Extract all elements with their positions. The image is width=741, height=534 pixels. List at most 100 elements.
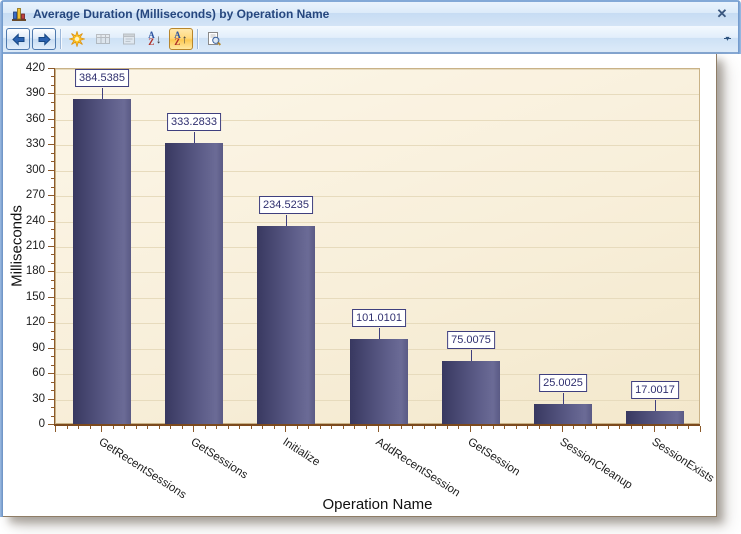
y-axis-tick: [51, 110, 54, 111]
x-axis-tick: [550, 426, 551, 429]
x-axis-tick: [354, 426, 355, 429]
x-category-label: SessionExists: [649, 436, 717, 486]
y-axis-tick: [51, 153, 54, 154]
y-axis-tick: [51, 76, 54, 77]
y-axis-tick: [48, 322, 54, 323]
y-axis-tick: [48, 93, 54, 94]
y-axis-tick: [48, 399, 54, 400]
y-axis-tick: [51, 382, 54, 383]
y-axis-tick-label: 90: [32, 342, 45, 354]
y-axis-tick: [51, 314, 54, 315]
y-axis-tick-label: 120: [25, 316, 45, 328]
y-gridline: [56, 272, 699, 273]
y-axis-tick-label: 360: [25, 113, 45, 125]
plot-area: 384.5385 333.2833 234.5235 101.0101 75.0075 2…: [55, 68, 700, 425]
y-axis-tick: [51, 263, 54, 264]
x-axis-tick: [101, 426, 102, 432]
y-axis-tick: [48, 144, 54, 145]
close-button[interactable]: ✕: [716, 6, 728, 21]
x-axis-tick: [573, 426, 574, 429]
y-axis-tick: [51, 305, 54, 306]
window-border-right: [738, 0, 741, 54]
y-gridline: [56, 222, 699, 223]
bar: [73, 99, 131, 425]
y-gridline: [56, 94, 699, 95]
y-gridline: [56, 171, 699, 172]
x-axis-tick: [297, 426, 298, 429]
forward-icon: [36, 31, 53, 48]
y-axis-tick: [51, 178, 54, 179]
y-axis-tick: [48, 246, 54, 247]
y-axis-tick-label: 60: [32, 367, 45, 379]
bar: [350, 339, 408, 425]
forward-button[interactable]: [32, 28, 56, 50]
y-axis-tick-label: 240: [25, 215, 45, 227]
y-axis-tick: [51, 339, 54, 340]
x-axis-tick: [159, 426, 160, 429]
x-axis-tick: [55, 426, 56, 432]
x-axis-tick: [182, 426, 183, 429]
y-axis-tick: [48, 373, 54, 374]
back-icon: [10, 31, 27, 48]
y-axis-tick: [48, 348, 54, 349]
y-axis-tick-label: 150: [25, 291, 45, 303]
y-axis-tick: [51, 390, 54, 391]
x-category-label: Initialize: [280, 436, 322, 469]
y-axis-tick: [51, 85, 54, 86]
x-axis-tick: [596, 426, 597, 429]
y-axis-tick: [51, 229, 54, 230]
bar-value-label: 75.0075: [447, 331, 495, 349]
back-button[interactable]: [6, 28, 30, 50]
y-axis-tick: [51, 102, 54, 103]
print-preview-button[interactable]: [202, 28, 226, 50]
y-axis-tick: [51, 288, 54, 289]
x-axis-tick: [631, 426, 632, 429]
x-axis-tick: [136, 426, 137, 429]
x-axis-tick: [205, 426, 206, 429]
y-axis-tick: [48, 68, 54, 69]
x-axis-tick: [262, 426, 263, 429]
y-gridline: [56, 69, 699, 70]
sort-descending-icon: A Z ↓: [148, 30, 162, 47]
window-border-left: [0, 0, 3, 517]
properties-button: [117, 28, 141, 50]
x-axis-tick: [320, 426, 321, 429]
bar-value-callout: [379, 328, 380, 339]
sort-descending-button[interactable]: A Z ↓: [143, 28, 167, 50]
bar-value-label: 17.0017: [631, 381, 679, 399]
bar: [165, 143, 223, 425]
y-axis-tick-label: 270: [25, 189, 45, 201]
x-axis-tick: [585, 426, 586, 429]
sort-ascending-button[interactable]: A Z ↑: [169, 28, 193, 50]
window-title: Average Duration (Milliseconds) by Opera…: [33, 7, 330, 21]
x-axis-tick: [239, 426, 240, 429]
x-axis-tick: [147, 426, 148, 429]
y-gridline: [56, 145, 699, 146]
bar: [534, 404, 592, 425]
x-axis-tick: [516, 426, 517, 429]
x-axis-tick: [389, 426, 390, 429]
y-axis-tick: [51, 187, 54, 188]
x-axis-tick: [481, 426, 482, 429]
refresh-button[interactable]: [65, 28, 89, 50]
y-axis-tick: [48, 170, 54, 171]
y-axis-tick-label: 0: [38, 418, 45, 430]
bar-value-label: 333.2833: [167, 113, 221, 131]
bar-value-callout: [471, 350, 472, 361]
x-axis-tick: [193, 426, 194, 432]
data-grid-icon: [95, 31, 111, 47]
toolbar-overflow-button[interactable]: ▾: [721, 28, 734, 50]
y-axis-tick-label: 210: [25, 240, 45, 252]
y-gridline: [56, 120, 699, 121]
x-axis-tick: [90, 426, 91, 429]
y-axis-tick: [48, 424, 54, 425]
y-gridline: [56, 298, 699, 299]
x-axis-tick: [113, 426, 114, 429]
data-grid-button: [91, 28, 115, 50]
sort-ascending-icon: A Z ↑: [174, 30, 188, 47]
y-axis-tick: [51, 280, 54, 281]
x-axis-tick: [274, 426, 275, 429]
bar-chart-icon: [12, 8, 26, 21]
x-axis-tick: [539, 426, 540, 429]
y-axis-tick: [51, 212, 54, 213]
